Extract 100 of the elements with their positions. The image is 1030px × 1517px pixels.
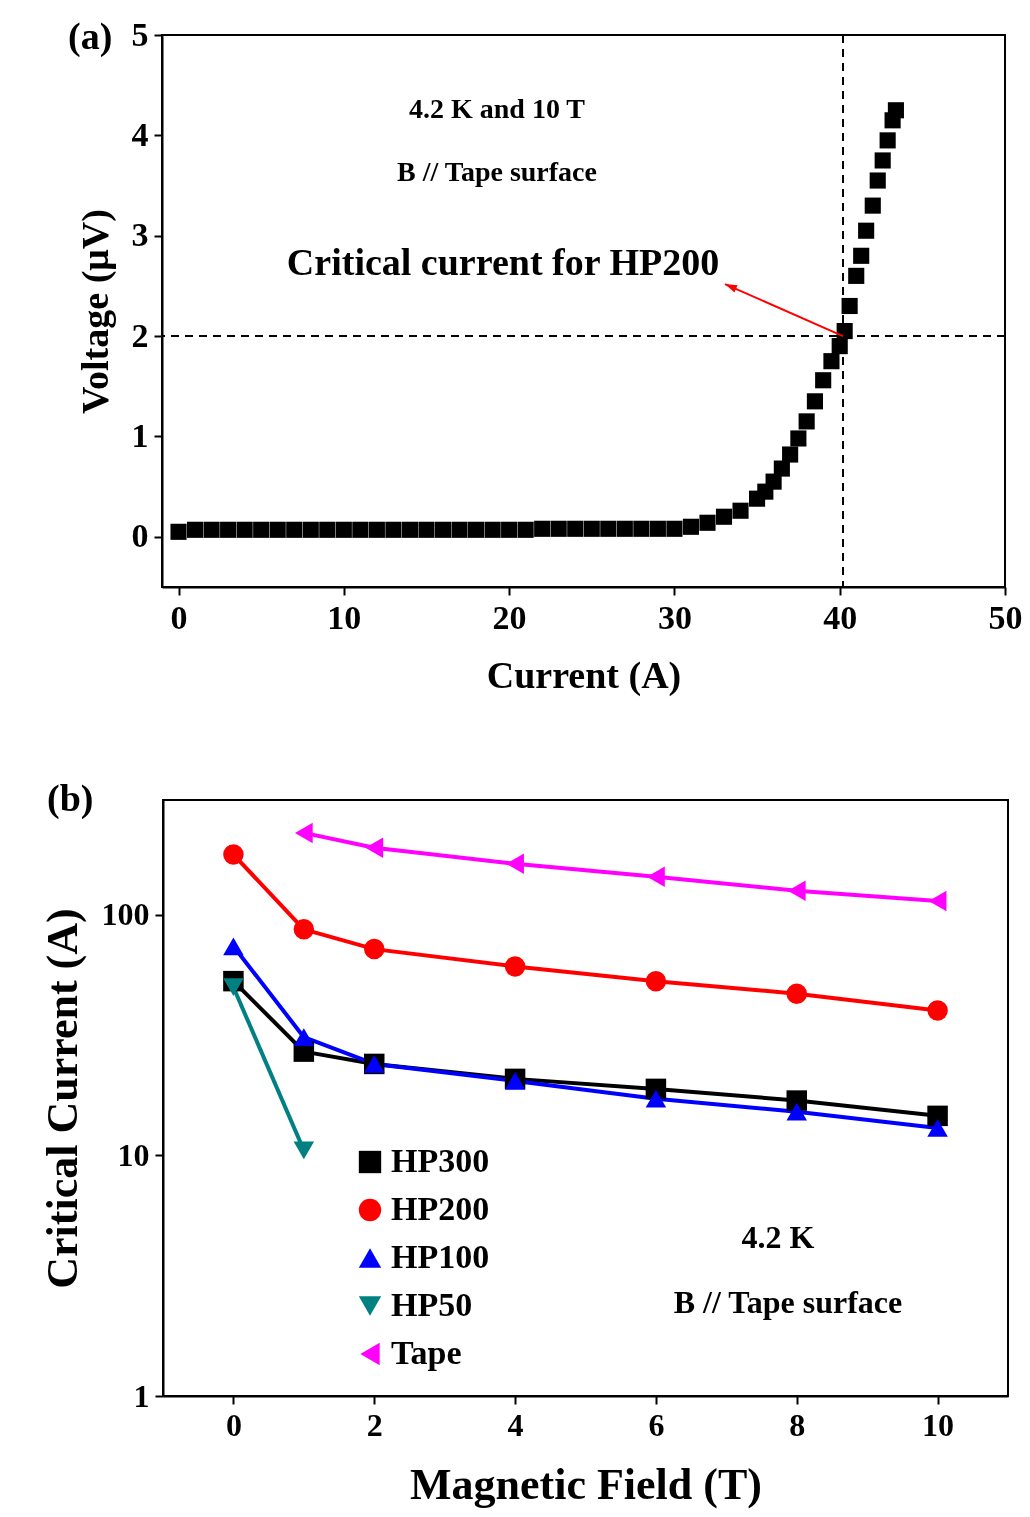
point xyxy=(864,197,881,214)
y-tick-label: 3 xyxy=(131,216,149,254)
point xyxy=(773,460,790,477)
annotation: 4.2 K and 10 T xyxy=(408,93,586,124)
y-tick-label: 1 xyxy=(133,1377,150,1414)
point xyxy=(806,393,823,410)
point xyxy=(815,372,832,389)
point xyxy=(220,521,237,538)
point xyxy=(649,520,666,537)
point xyxy=(787,880,806,901)
point xyxy=(468,521,485,538)
point xyxy=(567,520,584,537)
point xyxy=(841,297,858,315)
point xyxy=(927,1000,948,1021)
x-tick-label: 10 xyxy=(327,598,362,636)
point xyxy=(848,267,865,284)
x-tick-label: 0 xyxy=(170,598,188,636)
chart-title: (b) xyxy=(47,777,94,820)
x-axis-title: Magnetic Field (T) xyxy=(410,1459,762,1509)
point xyxy=(319,521,336,538)
point xyxy=(874,152,891,169)
legend-label: Tape xyxy=(391,1334,462,1371)
point xyxy=(293,919,315,940)
point xyxy=(223,937,244,956)
point xyxy=(647,866,665,887)
point xyxy=(786,983,807,1004)
y-tick-label: 4 xyxy=(131,115,149,153)
point xyxy=(645,1089,667,1108)
point xyxy=(633,520,650,537)
point xyxy=(451,521,468,538)
point xyxy=(715,508,733,525)
point xyxy=(600,520,617,537)
x-tick-label: 2 xyxy=(366,1406,383,1443)
point xyxy=(645,970,667,992)
point xyxy=(253,521,270,538)
point xyxy=(223,844,244,865)
x-tick-label: 20 xyxy=(492,598,527,636)
point xyxy=(418,521,435,538)
point xyxy=(364,938,385,960)
point xyxy=(236,521,253,538)
point xyxy=(853,247,870,264)
point xyxy=(928,890,947,912)
point xyxy=(616,520,633,537)
point xyxy=(927,1105,948,1127)
point xyxy=(484,521,501,538)
x-tick-label: 6 xyxy=(648,1406,665,1443)
x-tick-label: 30 xyxy=(657,598,692,636)
point xyxy=(302,521,319,538)
y-tick-label: 1 xyxy=(131,416,149,454)
point xyxy=(732,502,749,519)
y-axis-title: Critical Current (A) xyxy=(37,908,87,1289)
point xyxy=(666,520,683,537)
point xyxy=(798,413,815,430)
legend-label: HP50 xyxy=(391,1286,473,1323)
point xyxy=(203,521,220,538)
point xyxy=(368,521,385,538)
point xyxy=(286,521,303,538)
y-axis-title: Voltage (μV) xyxy=(73,209,117,414)
y-tick-label: 0 xyxy=(131,517,149,555)
point xyxy=(506,853,524,874)
point xyxy=(583,520,600,537)
point xyxy=(699,514,716,531)
point xyxy=(294,822,313,844)
x-tick-label: 8 xyxy=(789,1406,806,1443)
point xyxy=(786,1090,807,1111)
legend-label: HP200 xyxy=(391,1190,490,1227)
point xyxy=(534,520,551,537)
point xyxy=(401,521,418,538)
y-tick-label: 100 xyxy=(101,896,150,933)
annotation: B // Tape surface xyxy=(673,1284,903,1320)
point xyxy=(790,430,807,447)
point xyxy=(269,521,286,538)
y-tick-label: 5 xyxy=(131,15,149,53)
point xyxy=(187,521,204,538)
x-tick-label: 40 xyxy=(823,598,858,636)
point xyxy=(869,172,886,189)
point xyxy=(293,1028,315,1047)
point xyxy=(782,446,799,463)
x-axis-title: Current (A) xyxy=(486,653,682,697)
point xyxy=(335,521,352,538)
annotation: B // Tape surface xyxy=(397,156,597,187)
point xyxy=(858,222,875,239)
legend-label: HP300 xyxy=(391,1142,490,1179)
point xyxy=(823,353,840,370)
point xyxy=(550,520,567,537)
annotation: 4.2 K xyxy=(741,1219,815,1255)
legend-label: HP100 xyxy=(391,1238,490,1275)
point xyxy=(887,102,904,119)
point xyxy=(170,523,187,540)
point xyxy=(786,1102,807,1121)
point xyxy=(682,518,699,535)
x-tick-label: 0 xyxy=(225,1406,242,1443)
chart-title: (a) xyxy=(68,15,113,58)
point xyxy=(385,521,402,538)
x-tick-label: 50 xyxy=(988,598,1023,636)
x-tick-label: 4 xyxy=(507,1406,524,1443)
annotation: Critical current for HP200 xyxy=(286,241,720,284)
point xyxy=(927,1119,948,1137)
y-tick-label: 2 xyxy=(131,316,149,354)
point xyxy=(352,521,369,538)
